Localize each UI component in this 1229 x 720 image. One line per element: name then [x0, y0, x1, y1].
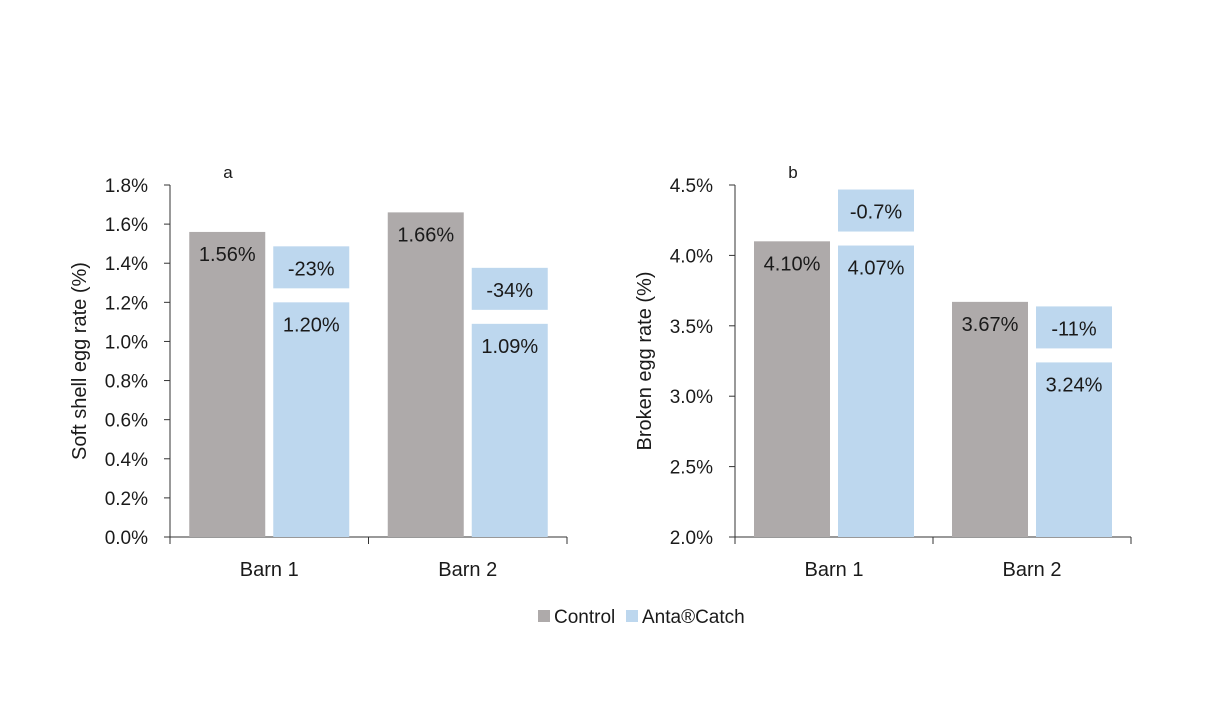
legend-swatch-control	[538, 610, 550, 622]
panel-letter: a	[223, 163, 233, 182]
bar-antacatch	[471, 323, 548, 537]
data-label-antacatch: 1.09%	[481, 336, 538, 358]
bar-control	[952, 301, 1028, 537]
change-box	[273, 246, 350, 289]
y-axis-title: Soft shell egg rate (%)	[69, 262, 91, 460]
y-tick-label: 1.6%	[105, 215, 148, 236]
legend-label-antacatch: Anta®Catch	[642, 607, 745, 628]
y-tick-label: 1.0%	[105, 332, 148, 353]
change-label: -34%	[486, 280, 533, 302]
data-label-control: 1.66%	[397, 224, 454, 246]
bar-control	[754, 241, 830, 537]
data-label-control: 1.56%	[199, 244, 256, 266]
chart-panel-a: 0.0% 0.2% 0.4% 0.6% 0.8% 1.0% 1.2% 1.4% 1.6% 1.8%…	[69, 163, 568, 581]
bar-antacatch	[273, 302, 350, 537]
data-label-antacatch: 3.24%	[1046, 374, 1103, 396]
change-label: -0.7%	[850, 202, 902, 224]
y-tick-label: 2.0%	[670, 528, 713, 549]
bar-control	[189, 231, 266, 537]
y-tick-label: 4.5%	[670, 176, 713, 197]
panel-letter: b	[788, 163, 797, 182]
chart-panel-b: 2.0% 2.5% 3.0% 3.5% 4.0% 4.5% Broken egg rate …	[634, 163, 1132, 581]
data-label-antacatch: 4.07%	[848, 258, 905, 280]
y-tick-label: 1.4%	[105, 254, 148, 275]
bar-control	[387, 212, 464, 537]
y-tick-label: 2.5%	[670, 458, 713, 479]
change-box	[838, 189, 914, 232]
y-tick-label: 0.4%	[105, 450, 148, 471]
data-label-control: 3.67%	[962, 314, 1019, 336]
data-label-antacatch: 1.20%	[283, 314, 340, 336]
y-tick-label: 0.8%	[105, 372, 148, 393]
y-tick-label: 1.2%	[105, 293, 148, 314]
legend-label-control: Control	[554, 607, 615, 628]
bar-antacatch	[1036, 362, 1112, 537]
y-tick-label: 1.8%	[105, 176, 148, 197]
y-tick-label: 0.6%	[105, 411, 148, 432]
y-axis-title: Broken egg rate (%)	[634, 272, 656, 451]
change-label: -23%	[288, 258, 335, 280]
x-category-label: Barn 1	[240, 559, 299, 581]
x-category-label: Barn 1	[805, 559, 864, 581]
legend: Control Anta®Catch	[538, 607, 745, 628]
y-tick-label: 0.2%	[105, 489, 148, 510]
x-category-label: Barn 2	[438, 559, 497, 581]
data-label-control: 4.10%	[764, 253, 821, 275]
y-tick-label: 4.0%	[670, 246, 713, 267]
x-category-label: Barn 2	[1003, 559, 1062, 581]
y-tick-label: 3.5%	[670, 317, 713, 338]
legend-swatch-antacatch	[626, 610, 638, 622]
y-tick-label: 0.0%	[105, 528, 148, 549]
y-tick-label: 3.0%	[670, 387, 713, 408]
change-label: -11%	[1051, 318, 1096, 340]
change-box	[1036, 306, 1112, 349]
bar-antacatch	[838, 245, 914, 537]
change-box	[471, 267, 548, 310]
